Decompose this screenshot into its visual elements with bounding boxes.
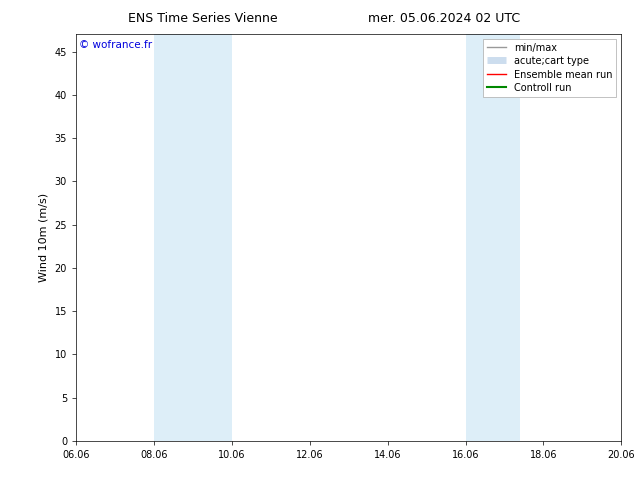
Bar — [154, 34, 232, 441]
Text: ENS Time Series Vienne: ENS Time Series Vienne — [128, 12, 278, 25]
Y-axis label: Wind 10m (m/s): Wind 10m (m/s) — [39, 193, 49, 282]
Text: © wofrance.fr: © wofrance.fr — [79, 40, 152, 50]
Text: mer. 05.06.2024 02 UTC: mer. 05.06.2024 02 UTC — [368, 12, 520, 25]
Legend: min/max, acute;cart type, Ensemble mean run, Controll run: min/max, acute;cart type, Ensemble mean … — [483, 39, 616, 97]
Bar — [465, 34, 520, 441]
